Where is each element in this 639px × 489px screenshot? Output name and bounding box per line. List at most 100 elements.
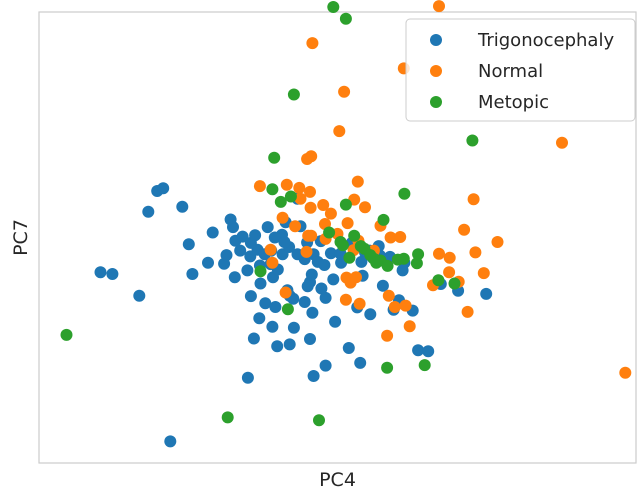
point-trigonocephaly	[396, 264, 409, 277]
point-trigonocephaly	[249, 229, 262, 242]
point-metopic	[448, 277, 461, 290]
point-normal	[469, 246, 482, 259]
point-normal	[304, 185, 316, 198]
point-normal	[461, 305, 474, 318]
point-trigonocephaly	[186, 268, 199, 280]
point-metopic	[412, 248, 425, 261]
point-trigonocephaly	[269, 301, 282, 313]
point-normal	[443, 266, 456, 279]
point-trigonocephaly	[247, 332, 260, 345]
point-normal	[556, 136, 568, 149]
point-trigonocephaly	[355, 255, 368, 268]
legend-marker-metopic	[430, 96, 442, 108]
point-metopic	[313, 414, 325, 427]
x-axis-label: PC4	[319, 469, 356, 489]
point-normal	[458, 223, 471, 236]
point-normal	[388, 301, 401, 313]
point-trigonocephaly	[241, 371, 254, 384]
point-normal	[333, 125, 346, 138]
point-trigonocephaly	[287, 321, 300, 334]
point-normal	[477, 267, 490, 280]
point-normal	[304, 201, 317, 214]
point-metopic	[339, 198, 352, 211]
point-trigonocephaly	[318, 259, 331, 271]
point-trigonocephaly	[305, 268, 318, 281]
point-normal	[467, 193, 480, 206]
point-trigonocephaly	[266, 320, 279, 333]
point-trigonocephaly	[142, 205, 155, 218]
point-normal	[341, 217, 354, 230]
point-normal	[289, 220, 302, 233]
legend-frame	[405, 18, 636, 122]
point-trigonocephaly	[176, 200, 189, 213]
point-metopic	[418, 359, 431, 372]
point-trigonocephaly	[354, 356, 367, 369]
legend-label-metopic: Metopic	[478, 92, 549, 113]
point-trigonocephaly	[220, 249, 233, 262]
point-trigonocephaly	[422, 345, 435, 358]
point-metopic	[370, 256, 383, 269]
point-trigonocephaly	[324, 247, 337, 260]
point-normal	[280, 178, 293, 191]
point-metopic	[381, 259, 394, 272]
point-metopic	[432, 274, 445, 287]
point-trigonocephaly	[254, 277, 267, 290]
point-metopic	[281, 303, 294, 316]
point-normal	[279, 286, 292, 299]
point-trigonocephaly	[253, 312, 266, 325]
point-metopic	[381, 361, 394, 374]
point-metopic	[221, 411, 234, 424]
point-normal	[491, 236, 504, 248]
point-metopic	[268, 151, 281, 164]
point-trigonocephaly	[304, 333, 316, 345]
point-trigonocephaly	[329, 315, 342, 328]
point-normal	[403, 320, 416, 333]
y-axis-label: PC7	[10, 219, 32, 256]
point-trigonocephaly	[94, 266, 107, 279]
point-trigonocephaly	[228, 271, 241, 284]
point-normal	[266, 256, 279, 269]
point-trigonocephaly	[164, 435, 177, 448]
point-trigonocephaly	[319, 359, 332, 372]
point-trigonocephaly	[412, 344, 425, 357]
point-trigonocephaly	[268, 231, 281, 244]
point-trigonocephaly	[307, 370, 320, 382]
point-trigonocephaly	[259, 297, 272, 310]
point-trigonocephaly	[315, 282, 328, 295]
point-normal	[305, 150, 318, 163]
point-metopic	[348, 229, 361, 242]
points-layer	[60, 0, 632, 448]
point-trigonocephaly	[298, 296, 311, 308]
point-trigonocephaly	[301, 280, 314, 293]
point-trigonocephaly	[206, 226, 219, 239]
point-metopic	[410, 257, 423, 270]
point-normal	[353, 297, 366, 310]
point-normal	[300, 245, 313, 258]
point-trigonocephaly	[241, 264, 254, 277]
point-trigonocephaly	[234, 244, 247, 257]
point-normal	[382, 289, 395, 302]
point-normal	[317, 199, 330, 211]
point-metopic	[327, 1, 340, 13]
point-metopic	[284, 190, 297, 203]
point-trigonocephaly	[182, 238, 195, 251]
point-trigonocephaly	[306, 306, 319, 319]
point-metopic	[323, 226, 336, 239]
point-metopic	[466, 134, 479, 147]
point-normal	[394, 231, 407, 243]
point-normal	[306, 37, 319, 50]
legend-label-normal: Normal	[478, 61, 543, 82]
point-trigonocephaly	[319, 291, 332, 304]
point-normal	[381, 329, 394, 342]
point-trigonocephaly	[376, 279, 389, 292]
point-trigonocephaly	[327, 273, 340, 286]
point-trigonocephaly	[271, 340, 284, 353]
legend-label-trigonocephaly: Trigonocephaly	[477, 30, 614, 51]
point-normal	[433, 247, 445, 260]
point-normal	[443, 251, 456, 264]
point-trigonocephaly	[283, 338, 296, 351]
point-metopic	[60, 328, 73, 341]
point-normal	[294, 192, 307, 205]
point-metopic	[377, 213, 390, 226]
